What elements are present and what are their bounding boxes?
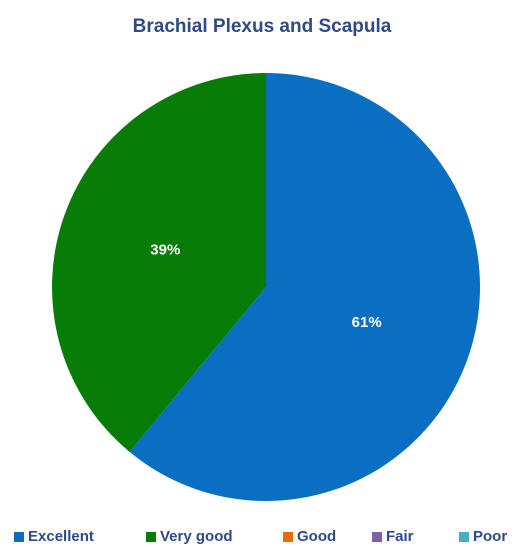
legend-swatch: [146, 532, 156, 542]
legend-label: Poor: [473, 528, 507, 545]
legend-swatch: [14, 532, 24, 542]
legend-swatch: [372, 532, 382, 542]
pie-slice: [129, 73, 481, 501]
data-label: 39%: [150, 242, 180, 259]
pie-slice: [51, 72, 266, 452]
legend-label: Fair: [386, 528, 414, 545]
legend-label: Excellent: [28, 528, 94, 545]
data-label: 61%: [352, 314, 382, 331]
chart-title: Brachial Plexus and Scapula: [133, 16, 392, 37]
legend-label: Good: [297, 528, 336, 545]
legend-swatch: [283, 532, 293, 542]
legend-label: Very good: [160, 528, 233, 545]
legend-swatch: [459, 532, 469, 542]
